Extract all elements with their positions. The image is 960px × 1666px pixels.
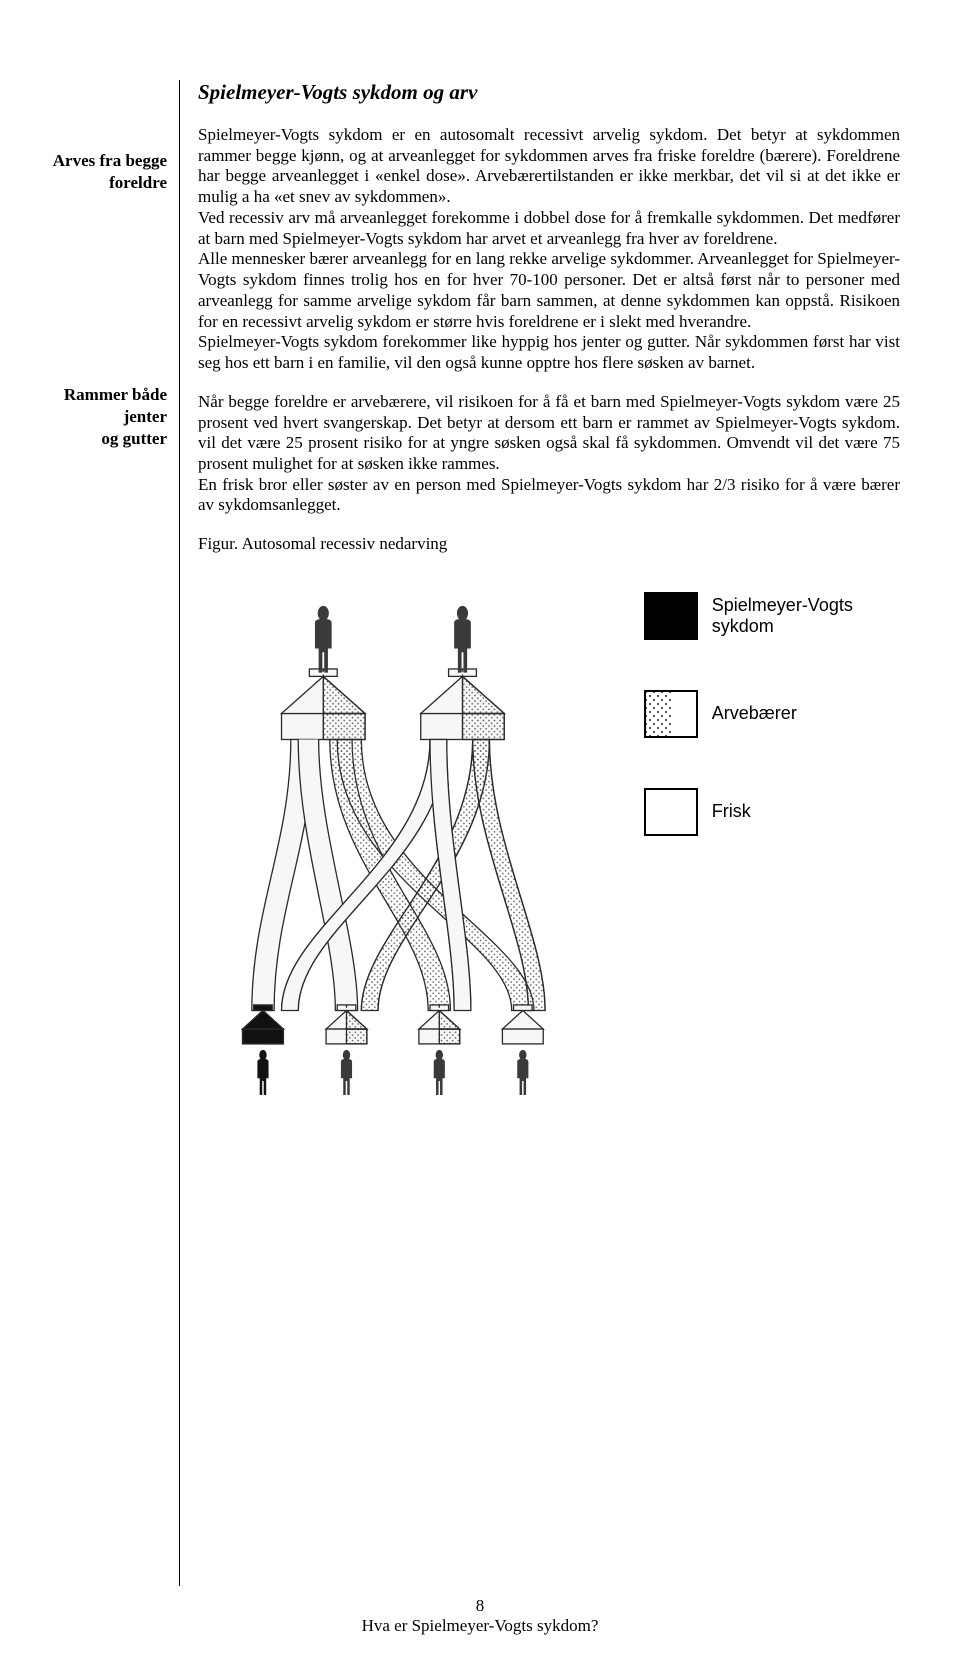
section-title: Spielmeyer-Vogts sykdom og arv xyxy=(198,80,900,105)
body-paragraph: En frisk bror eller søster av en person … xyxy=(198,475,900,516)
margin-note-inheritance: Arves fra begge foreldre xyxy=(40,150,167,194)
swatch-carrier xyxy=(644,690,698,738)
legend-item-healthy: Frisk xyxy=(644,788,900,836)
body-paragraph: Når begge foreldre er arvebærere, vil ri… xyxy=(198,392,900,475)
legend-label: Frisk xyxy=(712,801,751,823)
margin-note-gender: Rammer både jenter og gutter xyxy=(40,384,167,450)
margin-note-line: foreldre xyxy=(40,172,167,194)
section-name: Hva er Spielmeyer-Vogts sykdom? xyxy=(0,1616,960,1636)
legend-item-affected: Spielmeyer-Vogts sykdom xyxy=(644,592,900,640)
legend-item-carrier: Arvebærer xyxy=(644,690,900,738)
legend-label: Spielmeyer-Vogts sykdom xyxy=(712,595,900,638)
inheritance-diagram xyxy=(198,582,588,1142)
main-content: Spielmeyer-Vogts sykdom og arv Spielmeye… xyxy=(180,80,960,1586)
legend-label: Arvebærer xyxy=(712,703,797,725)
page-number: 8 xyxy=(0,1596,960,1616)
sidebar: Arves fra begge foreldre Rammer både jen… xyxy=(0,80,180,1586)
margin-note-line: og gutter xyxy=(40,428,167,450)
swatch-affected xyxy=(644,592,698,640)
figure-caption: Figur. Autosomal recessiv nedarving xyxy=(198,534,900,554)
page-footer: 8 Hva er Spielmeyer-Vogts sykdom? xyxy=(0,1596,960,1636)
body-paragraph: Ved recessiv arv må arveanlegget forekom… xyxy=(198,208,900,249)
margin-note-line: Rammer både xyxy=(40,384,167,406)
margin-note-line: Arves fra begge xyxy=(40,150,167,172)
margin-note-line: jenter xyxy=(40,406,167,428)
legend: Spielmeyer-Vogts sykdom Arvebærer Frisk xyxy=(644,582,900,836)
body-paragraph: Spielmeyer-Vogts sykdom er en autosomalt… xyxy=(198,125,900,208)
body-paragraph: Alle mennesker bærer arveanlegg for en l… xyxy=(198,249,900,332)
swatch-healthy xyxy=(644,788,698,836)
body-paragraph: Spielmeyer-Vogts sykdom forekommer like … xyxy=(198,332,900,373)
figure-area: Spielmeyer-Vogts sykdom Arvebærer Frisk xyxy=(198,582,900,1142)
